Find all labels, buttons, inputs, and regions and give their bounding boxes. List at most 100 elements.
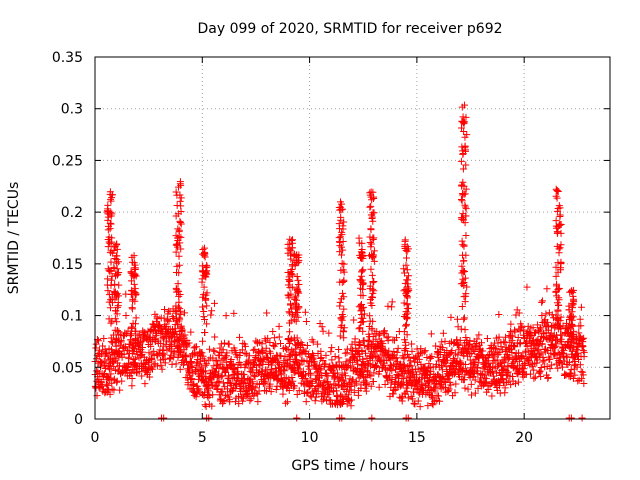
data-point bbox=[530, 366, 538, 374]
data-point bbox=[341, 349, 349, 357]
data-point bbox=[403, 294, 411, 302]
data-point bbox=[407, 362, 415, 370]
data-point bbox=[258, 340, 266, 348]
data-point bbox=[538, 297, 546, 305]
data-point bbox=[336, 278, 344, 286]
data-point bbox=[460, 315, 468, 323]
data-point bbox=[558, 331, 566, 339]
data-point bbox=[578, 414, 586, 422]
data-point bbox=[347, 363, 355, 371]
data-point bbox=[380, 328, 388, 336]
data-point bbox=[175, 226, 183, 234]
data-point bbox=[173, 191, 181, 199]
data-point bbox=[381, 380, 389, 388]
data-point bbox=[177, 310, 185, 318]
data-point bbox=[347, 345, 355, 353]
data-point bbox=[393, 371, 401, 379]
data-point bbox=[202, 269, 210, 277]
data-point bbox=[367, 382, 375, 390]
data-point bbox=[305, 365, 313, 373]
data-point bbox=[173, 234, 181, 242]
data-point bbox=[111, 255, 119, 263]
data-point bbox=[358, 249, 366, 257]
data-point bbox=[220, 397, 228, 405]
data-point bbox=[291, 295, 299, 303]
data-point bbox=[447, 348, 455, 356]
data-point bbox=[402, 344, 410, 352]
data-point bbox=[339, 313, 347, 321]
data-point bbox=[408, 340, 416, 348]
data-point bbox=[272, 385, 280, 393]
data-point bbox=[127, 323, 135, 331]
data-point bbox=[458, 269, 466, 277]
data-point bbox=[504, 355, 512, 363]
data-point bbox=[338, 251, 346, 259]
data-point bbox=[464, 385, 472, 393]
data-point bbox=[103, 281, 111, 289]
data-point bbox=[567, 414, 575, 422]
data-point bbox=[340, 218, 348, 226]
data-point bbox=[328, 356, 336, 364]
data-point bbox=[403, 266, 411, 274]
data-point bbox=[293, 351, 301, 359]
data-point bbox=[443, 356, 451, 364]
data-point bbox=[557, 325, 565, 333]
data-point bbox=[459, 119, 467, 127]
data-point bbox=[241, 342, 249, 350]
data-point bbox=[102, 380, 110, 388]
data-point bbox=[460, 314, 468, 322]
x-tick-labels: 0 5 10 15 20 bbox=[91, 430, 534, 446]
data-point bbox=[266, 380, 274, 388]
data-point bbox=[319, 356, 327, 364]
data-point bbox=[215, 377, 223, 385]
data-point bbox=[112, 307, 120, 315]
data-point bbox=[352, 379, 360, 387]
data-point bbox=[207, 311, 215, 319]
data-point bbox=[176, 365, 184, 373]
data-point bbox=[384, 333, 392, 341]
data-point bbox=[467, 380, 475, 388]
data-point bbox=[355, 303, 363, 311]
data-point bbox=[493, 369, 501, 377]
data-point bbox=[314, 387, 322, 395]
data-point bbox=[272, 357, 280, 365]
data-point bbox=[292, 309, 300, 317]
data-point bbox=[388, 367, 396, 375]
data-point bbox=[536, 325, 544, 333]
data-point bbox=[295, 289, 303, 297]
data-point bbox=[459, 365, 467, 373]
data-point bbox=[295, 251, 303, 259]
data-point bbox=[236, 333, 244, 341]
data-point bbox=[112, 335, 120, 343]
data-point bbox=[405, 361, 413, 369]
data-point bbox=[267, 349, 275, 357]
data-point bbox=[458, 117, 466, 125]
data-point bbox=[457, 359, 465, 367]
data-point bbox=[339, 225, 347, 233]
data-point bbox=[284, 244, 292, 252]
data-point bbox=[212, 357, 220, 365]
data-point bbox=[292, 292, 300, 300]
data-point bbox=[200, 316, 208, 324]
data-point bbox=[340, 334, 348, 342]
data-point bbox=[552, 192, 560, 200]
data-point bbox=[113, 291, 121, 299]
data-point bbox=[482, 378, 490, 386]
data-point bbox=[151, 323, 159, 331]
data-point bbox=[359, 254, 367, 262]
data-point bbox=[338, 321, 346, 329]
data-point bbox=[410, 399, 418, 407]
data-point bbox=[254, 390, 262, 398]
data-point bbox=[173, 269, 181, 277]
data-point bbox=[108, 194, 116, 202]
data-point bbox=[342, 358, 350, 366]
data-point bbox=[379, 340, 387, 348]
data-point bbox=[441, 337, 449, 345]
data-point bbox=[416, 368, 424, 376]
data-point bbox=[387, 379, 395, 387]
data-point bbox=[263, 353, 271, 361]
data-point bbox=[368, 196, 376, 204]
data-point bbox=[170, 338, 178, 346]
data-point bbox=[462, 212, 470, 220]
data-point bbox=[474, 364, 482, 372]
